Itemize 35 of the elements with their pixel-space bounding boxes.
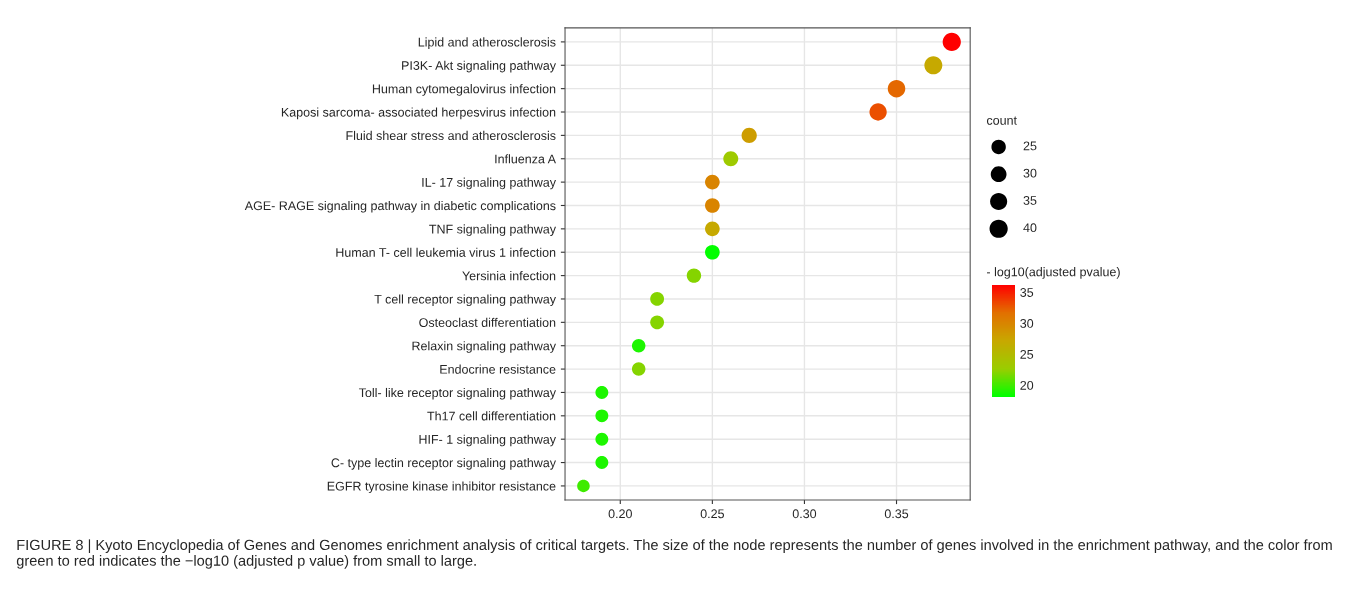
color-bar-label: 20 — [1020, 380, 1034, 390]
y-tick-label: PI3K- Akt signaling pathway — [402, 60, 556, 73]
caption: FIGURE 8 | Kyoto Encyclopedia of Genes and Genomes enrichment analysis of critical targets. The size of the node represents the number of genes involved in the enrichment pathway, and the color from green to red indicates the −log10 (adjusted p value) from small to large. — [16, 539, 1332, 569]
y-tick-label: Relaxin signaling pathway — [412, 341, 556, 353]
color-bar-title: - log10(adjusted pvalue) — [986, 267, 1120, 279]
y-tick-label: Yersinia infection — [462, 271, 556, 281]
color-bar-label: 35 — [1020, 288, 1034, 297]
y-tick-label: T cell receptor signaling pathway — [374, 294, 556, 307]
y-tick-label: TNF signaling pathway — [429, 224, 556, 236]
legend-label: 35 — [1023, 196, 1037, 205]
y-tick-label: Osteoclast differentiation — [419, 317, 556, 327]
y-tick-label: Human T- cell leukemia virus 1 infection — [336, 247, 556, 257]
color-bar-label: 25 — [1020, 349, 1034, 359]
legend-title: count — [986, 116, 1017, 125]
y-tick-label: AGE- RAGE signaling pathway in diabetic complications — [244, 200, 556, 213]
legend-label: 25 — [1023, 141, 1037, 151]
y-tick-label: EGFR tyrosine kinase inhibitor resistance — [327, 481, 556, 494]
y-tick-label: HIF- 1 signaling pathway — [419, 434, 556, 447]
y-tick-label: Endocrine resistance — [440, 364, 556, 374]
y-tick-label: Influenza A — [495, 154, 556, 164]
x-tick-label: 0.20 — [608, 509, 632, 519]
x-tick-label: 0.30 — [792, 509, 817, 519]
y-tick-label: Toll- like receptor signaling pathway — [358, 387, 556, 400]
y-tick-label: C- type lectin receptor signaling pathway — [331, 458, 556, 470]
y-tick-label: Th17 cell differentiation — [427, 411, 556, 421]
x-tick-label: 0.25 — [700, 509, 724, 519]
y-tick-label: IL- 17 signaling pathway — [422, 177, 556, 190]
legend-label: 30 — [1023, 168, 1037, 178]
y-tick-label: Kaposi sarcoma- associated herpesvirus infection — [281, 107, 556, 120]
y-tick-label: Lipid and atherosclerosis — [418, 37, 556, 50]
legend-label: 40 — [1023, 223, 1037, 233]
color-bar-label: 30 — [1020, 319, 1034, 328]
y-tick-label: Fluid shear stress and atherosclerosis — [346, 130, 556, 141]
x-tick-label: 0.35 — [884, 509, 909, 519]
y-tick-label: Human cytomegalovirus infection — [372, 84, 556, 96]
